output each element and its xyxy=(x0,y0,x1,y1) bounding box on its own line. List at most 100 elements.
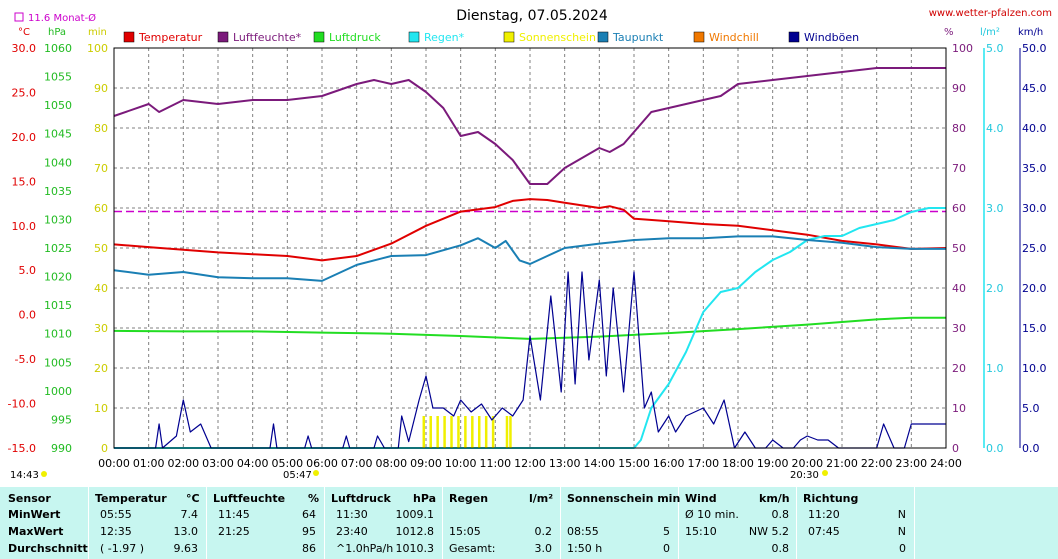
sunset-sun-icon xyxy=(822,470,828,476)
humidity-tick-label: 40 xyxy=(952,282,966,295)
stat-cell-p-val: 1010.3 xyxy=(395,542,435,555)
temp-tick-label: 25.0 xyxy=(12,86,37,99)
legend-label: Regen* xyxy=(424,31,465,44)
sunshine-bar xyxy=(422,416,426,448)
header-pressure-unit: hPa xyxy=(413,492,437,505)
temp-tick-label: 0.0 xyxy=(19,309,37,322)
humidity-tick-label: 50 xyxy=(952,242,966,255)
stat-row-label: MinWert xyxy=(8,508,61,521)
legend-label: Luftfeuchte* xyxy=(233,31,302,44)
wind-tick-label: 10.0 xyxy=(1022,362,1047,375)
x-tick-label: 05:00 xyxy=(271,457,303,470)
temp-tick-label: 20.0 xyxy=(12,131,37,144)
pressure-tick-label: 1020 xyxy=(44,271,72,284)
stat-cell-w-val: NW 5.2 xyxy=(748,525,789,538)
x-tick-label: 15:00 xyxy=(618,457,650,470)
legend-swatch xyxy=(123,31,135,43)
stat-cell-t-time: 12:35 xyxy=(100,525,132,538)
stat-cell-w-time: 15:10 xyxy=(685,525,717,538)
divider xyxy=(914,487,915,559)
sunshine-tick-label: 90 xyxy=(94,82,108,95)
sunshine-bar xyxy=(457,416,460,448)
series-line-taupunkt xyxy=(113,235,946,282)
sunshine-bar xyxy=(505,416,509,448)
temp-tick-label: -5.0 xyxy=(15,353,36,366)
sunset-label: 20:30 xyxy=(790,470,819,481)
sunshine-bar xyxy=(429,416,432,448)
sunshine-tick-label: 0 xyxy=(101,442,108,455)
sunshine-bar xyxy=(471,416,474,448)
sunshine-bar xyxy=(478,416,481,448)
divider xyxy=(678,487,679,559)
unit-temp: °C xyxy=(18,27,30,38)
x-tick-label: 02:00 xyxy=(167,457,199,470)
stat-cell-s-time: 1:50 h xyxy=(567,542,603,555)
sunshine-tick-label: 30 xyxy=(94,322,108,335)
wind-tick-label: 5.0 xyxy=(1022,402,1040,415)
x-tick-label: 20:00 xyxy=(791,457,823,470)
x-tick-label: 08:00 xyxy=(375,457,407,470)
legend-label: Temperatur xyxy=(138,31,203,44)
x-tick-label: 01:00 xyxy=(133,457,165,470)
header-temperature: Temperatur xyxy=(95,492,167,505)
sunshine-bar xyxy=(484,416,488,448)
header-sunshine: Sonnenschein min xyxy=(567,492,681,505)
pressure-tick-label: 1055 xyxy=(44,71,72,84)
chart-legend: Temperatur Luftfeuchte* Luftdruck Regen* Son… xyxy=(123,31,859,44)
temp-tick-label: -10.0 xyxy=(8,398,36,411)
header-rain-unit: l/m² xyxy=(529,492,554,505)
site-link[interactable]: www.wetter-pfalzen.com xyxy=(929,8,1052,19)
x-tick-label: 11:00 xyxy=(479,457,511,470)
stat-cell-s-time: 08:55 xyxy=(567,525,599,538)
pressure-tick-label: 1000 xyxy=(44,385,72,398)
sunshine-bar xyxy=(464,416,467,448)
pressure-tick-label: 1050 xyxy=(44,99,72,112)
stat-cell-w-time: Ø 10 min. xyxy=(685,508,739,521)
legend-swatch xyxy=(217,31,229,43)
chart-series xyxy=(113,67,947,449)
sunshine-bar xyxy=(443,416,446,448)
stat-cell-h-val: 86 xyxy=(302,542,316,555)
legend-label: Windböen xyxy=(804,31,859,44)
legend-label: Luftdruck xyxy=(329,31,381,44)
divider xyxy=(560,487,561,559)
stat-cell-d-val: N xyxy=(897,508,906,521)
x-tick-label: 21:00 xyxy=(826,457,858,470)
rain-tick-label: 1.0 xyxy=(986,362,1004,375)
x-tick-label: 04:00 xyxy=(237,457,269,470)
temp-tick-label: -15.0 xyxy=(8,442,36,455)
sunshine-tick-label: 20 xyxy=(94,362,108,375)
stat-cell-p-time: 11:30 xyxy=(336,508,368,521)
series-line-temperatur xyxy=(113,198,947,262)
current-time-label: 14:43 xyxy=(10,470,39,481)
stat-cell-h-time: 21:25 xyxy=(218,525,250,538)
pressure-tick-label: 1015 xyxy=(44,299,72,312)
humidity-tick-label: 100 xyxy=(952,42,973,55)
pressure-tick-label: 1005 xyxy=(44,356,72,369)
sunshine-tick-label: 100 xyxy=(87,42,108,55)
legend-swatch xyxy=(408,31,420,43)
temp-tick-label: 5.0 xyxy=(19,264,37,277)
current-sun-icon xyxy=(41,471,47,477)
stat-cell-d-time: 11:20 xyxy=(808,508,840,521)
stat-cell-h-val: 95 xyxy=(302,525,316,538)
legend-swatch xyxy=(313,31,325,43)
pressure-tick-label: 1040 xyxy=(44,156,72,169)
divider xyxy=(324,487,325,559)
stat-cell-w-val: 0.8 xyxy=(771,508,790,521)
x-tick-label: 09:00 xyxy=(410,457,442,470)
sunshine-bar xyxy=(450,416,453,448)
header-humidity-unit: % xyxy=(308,492,320,505)
stat-cell-t-val: 13.0 xyxy=(173,525,199,538)
stat-cell-r-time: 15:05 xyxy=(449,525,481,538)
rain-tick-label: 0.0 xyxy=(986,442,1004,455)
divider xyxy=(442,487,443,559)
x-tick-label: 13:00 xyxy=(549,457,581,470)
header-wind: Wind xyxy=(685,492,717,505)
stat-cell-s-val: 0 xyxy=(663,542,670,555)
header-pressure: Luftdruck xyxy=(331,492,391,505)
rain-tick-label: 3.0 xyxy=(986,202,1004,215)
stat-cell-h-time: 11:45 xyxy=(218,508,250,521)
rain-tick-label: 5.0 xyxy=(986,42,1004,55)
wind-tick-label: 30.0 xyxy=(1022,202,1047,215)
